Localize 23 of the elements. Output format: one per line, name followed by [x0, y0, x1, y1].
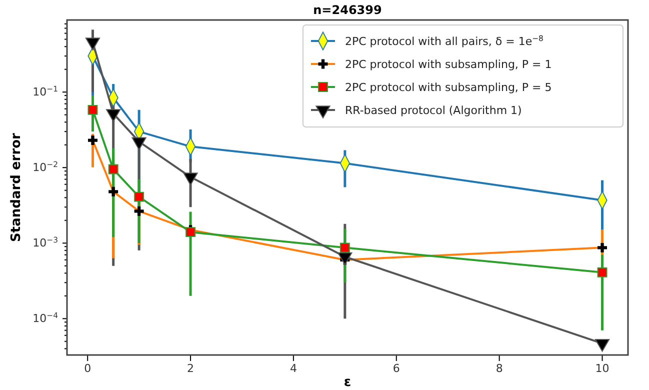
point	[88, 104, 98, 115]
point	[134, 192, 144, 202]
point	[186, 227, 196, 238]
x-tick-label: 10	[595, 362, 610, 375]
point	[340, 242, 350, 253]
y-axis-title: Standard error	[9, 132, 24, 242]
x-tick-label: 0	[84, 362, 92, 375]
x-tick-label: 4	[290, 362, 297, 375]
point	[597, 267, 608, 278]
chart-title: n=246399	[313, 3, 382, 17]
legend-label: RR-based protocol (Algorithm 1)	[345, 104, 522, 117]
x-axis-title: ε	[344, 375, 352, 390]
y-tick-label: 10$^{−4}$	[32, 310, 58, 326]
y-tick-label: 10$^{−1}$	[32, 84, 58, 99]
point	[108, 164, 118, 174]
x-tick-label: 2	[187, 362, 194, 375]
legend-label: 2PC protocol with subsampling, P = 1	[345, 58, 552, 71]
y-tick-label: 10$^{−2}$	[32, 160, 58, 174]
legend-label: 2PC protocol with all pairs, δ = 1e$^{−8}$	[345, 34, 544, 48]
x-tick-label: 8	[496, 362, 503, 375]
legend-label: 2PC protocol with subsampling, P = 5	[345, 81, 552, 94]
x-tick-label: 6	[392, 362, 400, 375]
y-tick-label: 10$^{−3}$	[32, 235, 58, 250]
